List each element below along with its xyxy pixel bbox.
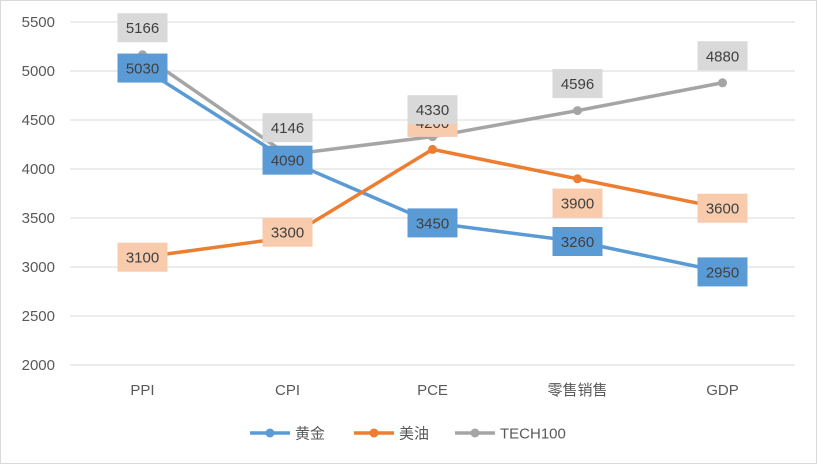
data-label-box xyxy=(117,53,168,83)
legend: 黄金 美油 TECH100 xyxy=(250,426,566,443)
data-label-box xyxy=(552,69,603,99)
data-label: 4090 xyxy=(262,145,313,175)
data-label-value: 3600 xyxy=(706,201,739,218)
y-tick-label: 2500 xyxy=(22,308,55,325)
data-label-value: 4146 xyxy=(271,120,304,137)
data-point xyxy=(428,144,437,154)
data-label-value: 3900 xyxy=(561,196,594,213)
data-label-box xyxy=(697,41,748,71)
legend-item: 美油 xyxy=(354,426,429,443)
data-label: 2950 xyxy=(697,257,748,287)
data-label: 4880 xyxy=(697,41,748,71)
data-label: 3300 xyxy=(262,217,313,247)
x-tick-label: PPI xyxy=(130,382,154,399)
legend-label: 美油 xyxy=(399,426,429,443)
y-axis-ticks: 2000 2500 3000 3500 4000 4500 5000 5500 xyxy=(22,14,55,374)
x-tick-label: 零售销售 xyxy=(547,382,607,399)
data-label-value: 4090 xyxy=(271,153,304,170)
data-label-box xyxy=(117,242,168,272)
data-label: 4146 xyxy=(262,113,313,143)
data-label-value: 3450 xyxy=(416,215,449,232)
x-tick-label: PCE xyxy=(417,382,448,399)
legend-marker xyxy=(470,428,480,438)
y-tick-label: 5000 xyxy=(22,63,55,80)
y-tick-label: 4500 xyxy=(22,112,55,129)
legend-marker xyxy=(265,428,275,438)
legend-marker xyxy=(369,428,379,438)
series-line-1 xyxy=(140,147,725,259)
data-label-box xyxy=(552,188,603,218)
legend-label: 黄金 xyxy=(295,426,325,443)
legend-item: TECH100 xyxy=(455,426,566,443)
y-tick-label: 5500 xyxy=(22,14,55,31)
data-label: 4596 xyxy=(552,69,603,99)
data-label-box xyxy=(697,257,748,287)
data-label-value: 5030 xyxy=(126,61,159,78)
legend-item: 黄金 xyxy=(250,426,325,443)
data-label: 3260 xyxy=(552,227,603,257)
legend-label: TECH100 xyxy=(500,426,566,443)
data-label: 3100 xyxy=(117,242,168,272)
y-tick-label: 3000 xyxy=(22,259,55,276)
data-label: 4330 xyxy=(407,95,458,125)
data-label-value: 3260 xyxy=(561,234,594,251)
data-label-value: 3100 xyxy=(126,250,159,267)
data-label-value: 3300 xyxy=(271,225,304,242)
data-label-box xyxy=(117,13,168,43)
data-label-value: 4880 xyxy=(706,48,739,65)
data-label-value: 4330 xyxy=(416,102,449,119)
y-tick-label: 4000 xyxy=(22,161,55,178)
y-tick-label: 2000 xyxy=(22,357,55,374)
data-label-box xyxy=(262,113,313,143)
data-label-box xyxy=(407,95,458,125)
data-point xyxy=(573,174,582,184)
x-tick-label: CPI xyxy=(275,382,300,399)
data-label: 3900 xyxy=(552,188,603,218)
y-tick-label: 3500 xyxy=(22,210,55,227)
data-label: 3450 xyxy=(407,208,458,238)
data-label-value: 4596 xyxy=(561,76,594,93)
data-label-value: 5166 xyxy=(126,20,159,37)
data-label: 5030 xyxy=(117,53,168,83)
data-point xyxy=(718,78,727,88)
x-tick-label: GDP xyxy=(706,382,739,399)
gridlines xyxy=(70,21,795,366)
data-label-box xyxy=(407,208,458,238)
data-label-box xyxy=(552,227,603,257)
series-lines xyxy=(138,50,727,277)
x-axis-ticks: PPI CPI PCE 零售销售 GDP xyxy=(130,382,738,399)
data-labels: 5030409034503260295031003300420039003600… xyxy=(117,13,748,287)
data-label-box xyxy=(697,193,748,223)
data-label-value: 2950 xyxy=(706,264,739,281)
data-label: 5166 xyxy=(117,13,168,43)
data-point xyxy=(573,106,582,116)
data-label-box xyxy=(262,145,313,175)
data-label: 3600 xyxy=(697,193,748,223)
data-label-box xyxy=(262,217,313,247)
